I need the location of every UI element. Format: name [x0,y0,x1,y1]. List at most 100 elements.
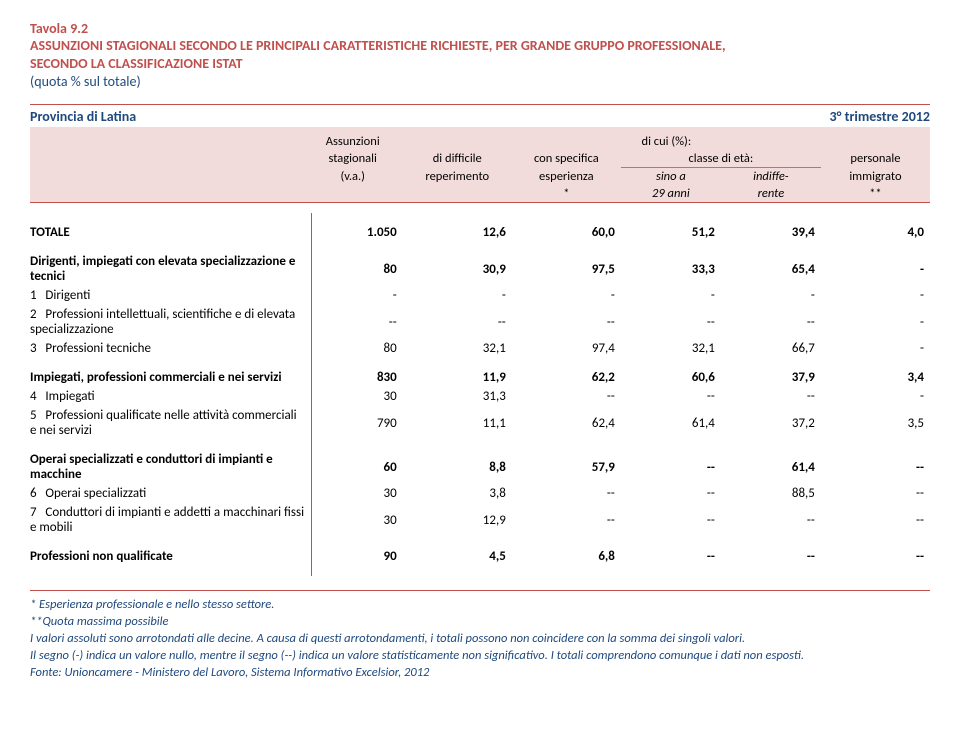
footer-block: * Esperienza professionale e nello stess… [30,590,930,681]
col-personale-2: immigrato [821,168,930,186]
cell: -- [821,503,930,537]
cell: 30,9 [403,252,512,286]
row-label: Impiegati, professioni commerciali e nei… [30,368,312,387]
data-table: TOTALE1.05012,660,051,239,44,0Dirigenti,… [30,213,930,576]
cell: 60,6 [621,368,721,387]
cell: 51,2 [621,223,721,242]
spacer-row [30,242,930,252]
footnote-3: I valori assoluti sono arrotondati alle … [30,631,930,648]
cell: - [821,387,930,406]
data-row: 7 Conduttori di impianti e addetti a mac… [30,503,930,537]
col-indiff-1: indiffe- [721,168,821,186]
cell: 97,5 [512,252,621,286]
group-head-row: Operai specializzati e conduttori di imp… [30,450,930,484]
cell: 90 [312,547,403,566]
cell: -- [621,387,721,406]
cell: -- [403,305,512,339]
cell: - [403,286,512,305]
cell: 32,1 [621,339,721,358]
row-label: 4 Impiegati [30,387,312,406]
row-label: Operai specializzati e conduttori di imp… [30,450,312,484]
period-label: 3° trimestre 2012 [830,108,930,125]
cell: 3,4 [821,368,930,387]
cell: 60,0 [512,223,621,242]
cell: -- [721,387,821,406]
cell: 30 [312,503,403,537]
cell: 97,4 [512,339,621,358]
cell: -- [621,503,721,537]
cell: - [821,305,930,339]
cell: 62,4 [512,406,621,440]
cell: 790 [312,406,403,440]
col-esperienza-3: * [512,185,621,202]
col-personale-3: ** [821,185,930,202]
col-esperienza-1: con specifica [512,150,621,168]
cell: 11,1 [403,406,512,440]
cell: -- [721,547,821,566]
cell: 80 [312,252,403,286]
row-label: Professioni non qualificate [30,547,312,566]
cell: -- [821,484,930,503]
main-title-2: SECONDO LA CLASSIFICAZIONE ISTAT [30,55,930,73]
fonte: Fonte: Unioncamere - Ministero del Lavor… [30,665,930,682]
cell: 30 [312,484,403,503]
cell: - [821,286,930,305]
province-label: Provincia di Latina [30,108,136,125]
cell: 3,5 [821,406,930,440]
row-label: Dirigenti, impiegati con elevata special… [30,252,312,286]
data-row: 4 Impiegati3031,3------- [30,387,930,406]
row-label: 2 Professioni intellettuali, scientifich… [30,305,312,339]
col-sino-2: 29 anni [621,185,721,202]
cell: 4,5 [403,547,512,566]
cell: 3,8 [403,484,512,503]
col-esperienza-2: esperienza [512,168,621,186]
cell: -- [621,547,721,566]
group-head-row: Dirigenti, impiegati con elevata special… [30,252,930,286]
cell: - [821,339,930,358]
data-row: 2 Professioni intellettuali, scientifich… [30,305,930,339]
group-head-row: Professioni non qualificate904,56,8-----… [30,547,930,566]
title-block: Tavola 9.2 ASSUNZIONI STAGIONALI SECONDO… [30,20,930,90]
cell: - [621,286,721,305]
data-row: 3 Professioni tecniche8032,197,432,166,7… [30,339,930,358]
cell: -- [621,305,721,339]
cell: -- [512,387,621,406]
cell: 39,4 [721,223,821,242]
col-difficile-2: reperimento [403,168,512,186]
cell: 12,6 [403,223,512,242]
tavola-number: Tavola 9.2 [30,20,930,37]
cell: -- [312,305,403,339]
cell: 12,9 [403,503,512,537]
col-assunzioni-1: Assunzioni [303,133,403,150]
main-title-1: ASSUNZIONI STAGIONALI SECONDO LE PRINCIP… [30,37,930,55]
footnote-2: **Quota massima possibile [30,614,930,631]
cell: 830 [312,368,403,387]
cell: 88,5 [721,484,821,503]
spacer-row [30,440,930,450]
cell: - [721,286,821,305]
header-table: Assunzioni di cui (%): stagionali di dif… [30,133,930,202]
group-head-row: Impiegati, professioni commerciali e nei… [30,368,930,387]
cell: 61,4 [621,406,721,440]
cell: 33,3 [621,252,721,286]
cell: 66,7 [721,339,821,358]
row-label: 3 Professioni tecniche [30,339,312,358]
cell: -- [512,305,621,339]
cell: -- [512,503,621,537]
spacer-row [30,537,930,547]
data-row: 1 Dirigenti------ [30,286,930,305]
cell: 6,8 [512,547,621,566]
cell: 65,4 [721,252,821,286]
row-label: 1 Dirigenti [30,286,312,305]
cell: 37,2 [721,406,821,440]
cell: -- [621,484,721,503]
cell: -- [721,503,821,537]
cell: 11,9 [403,368,512,387]
col-eta: classe di età: [621,150,821,168]
cell: -- [821,547,930,566]
cell: -- [821,450,930,484]
cell: 8,8 [403,450,512,484]
spacer-row [30,566,930,576]
cell: -- [721,305,821,339]
col-difficile-1: di difficile [403,150,512,168]
